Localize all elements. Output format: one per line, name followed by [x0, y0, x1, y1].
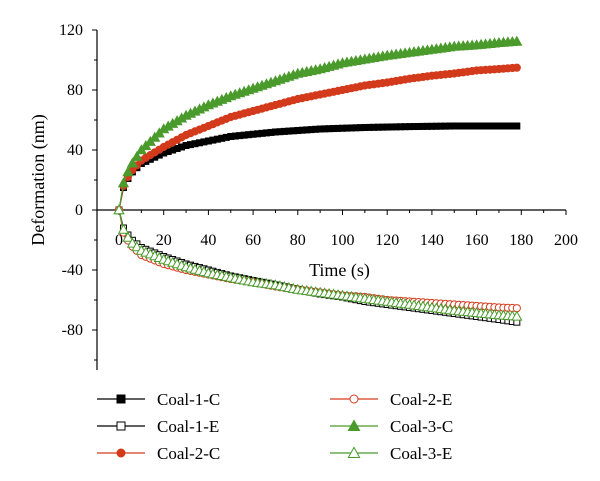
y-tick-label: 80: [67, 82, 83, 99]
legend-marker: [116, 448, 126, 458]
x-tick-label: 100: [331, 232, 355, 249]
legend-label: Coal-2-E: [390, 390, 452, 409]
y-tick-label: 0: [75, 202, 83, 219]
data-point: [511, 310, 523, 321]
x-tick-label: 80: [290, 232, 306, 249]
x-tick-label: 160: [465, 232, 489, 249]
y-tick-label: 120: [59, 22, 83, 39]
chart-axes: 120 80 40 0 -40 -80 0 20 40 60 80 100 120 140 160 180 20…: [28, 22, 578, 370]
legend-marker: [347, 446, 361, 458]
data-point: [513, 122, 521, 130]
legend-label: Coal-1-E: [157, 417, 219, 436]
chart-legend: Coal-1-C Coal-1-E Coal-2-C Coal-2-E Coal-3-C…: [97, 390, 453, 463]
legend-marker: [347, 419, 361, 431]
x-tick-label: 200: [554, 232, 578, 249]
data-point: [113, 204, 125, 215]
data-point: [122, 166, 134, 177]
data-point: [122, 231, 134, 242]
legend-label: Coal-2-C: [157, 444, 220, 463]
chart-series-layer: [113, 35, 523, 326]
y-tick-label: -40: [62, 262, 83, 279]
x-tick-label: 140: [420, 232, 444, 249]
series-coal-3-c: [113, 35, 523, 215]
legend-marker: [349, 394, 359, 404]
series-coal-3-e: [113, 204, 523, 321]
legend-item: Coal-2-C: [97, 444, 220, 463]
x-tick-label: 40: [200, 232, 216, 249]
data-point: [117, 177, 130, 188]
data-point: [117, 223, 130, 234]
y-axis-title: Deformation (nm): [28, 114, 49, 245]
y-tick-label: -80: [62, 322, 83, 339]
data-point: [131, 150, 143, 161]
x-tick-label: 0: [115, 232, 123, 249]
x-tick-label: 60: [245, 232, 261, 249]
legend-label: Coal-3-E: [390, 444, 452, 463]
legend-item: Coal-1-E: [97, 417, 219, 436]
legend-item: Coal-3-C: [330, 417, 453, 436]
series-coal-2-c: [114, 63, 521, 215]
y-tick-label: 40: [67, 142, 83, 159]
data-point: [512, 63, 521, 72]
legend-marker: [116, 421, 126, 431]
x-tick-label: 120: [375, 232, 399, 249]
legend-label: Coal-1-C: [157, 390, 220, 409]
legend-item: Coal-3-E: [330, 444, 452, 463]
x-axis-title: Time (s): [309, 260, 370, 281]
x-tick-label: 180: [509, 232, 533, 249]
legend-item: Coal-1-C: [97, 390, 220, 409]
legend-label: Coal-3-C: [390, 417, 453, 436]
data-point: [511, 35, 523, 46]
legend-marker: [116, 394, 126, 404]
x-tick-label: 20: [156, 232, 172, 249]
legend-item: Coal-2-E: [330, 390, 452, 409]
data-point: [126, 157, 139, 168]
